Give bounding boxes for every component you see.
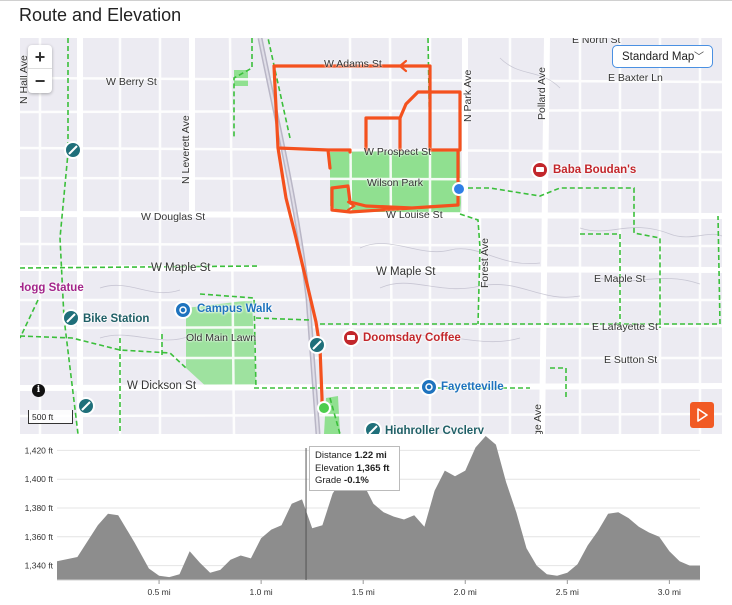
x-tick-label: 2.0 mi bbox=[454, 587, 477, 597]
route-map[interactable]: W Adams St W Berry St E Baxter Ln E Nort… bbox=[20, 38, 722, 434]
route-path bbox=[272, 64, 462, 415]
poi-hogg-statue[interactable]: Hogg Statue bbox=[20, 282, 84, 294]
rail-line bbox=[257, 38, 321, 434]
tooltip-elevation-row: Elevation 1,365 ft bbox=[315, 463, 399, 476]
x-tick-label: 1.5 mi bbox=[352, 587, 375, 597]
street-e-sutton: E Sutton St bbox=[604, 354, 658, 366]
tooltip-elevation-label: Elevation bbox=[315, 462, 355, 474]
wilson-park-area bbox=[330, 150, 461, 216]
map-canvas bbox=[20, 38, 722, 434]
top-divider bbox=[0, 0, 732, 1]
end-marker bbox=[452, 182, 466, 196]
minor-roads bbox=[20, 38, 722, 434]
tooltip-grade-value: -0.1% bbox=[344, 475, 369, 486]
y-tick-label: 1,360 ft bbox=[25, 532, 54, 542]
street-w-maple-center: W Maple St bbox=[376, 266, 436, 278]
street-w-prospect: W Prospect St bbox=[364, 146, 432, 158]
x-tick-label: 1.0 mi bbox=[250, 587, 273, 597]
poi-doomsday-coffee[interactable]: Doomsday Coffee bbox=[363, 332, 461, 344]
elevation-area bbox=[57, 436, 700, 580]
street-e-north: E North St bbox=[572, 38, 621, 46]
info-icon[interactable]: i bbox=[32, 384, 45, 397]
street-pollard: Pollard Ave bbox=[536, 67, 548, 120]
street-ge-ave: ge Ave bbox=[532, 404, 544, 434]
zoom-in-button[interactable]: + bbox=[28, 45, 52, 69]
page-title: Route and Elevation bbox=[19, 5, 182, 25]
old-main-lawn-area bbox=[186, 300, 256, 390]
trails bbox=[20, 38, 721, 434]
y-tick-label: 1,380 ft bbox=[25, 503, 54, 513]
chevron-down-icon: ﹀ bbox=[694, 52, 704, 63]
y-tick-label: 1,420 ft bbox=[25, 445, 54, 455]
play-icon bbox=[697, 408, 708, 422]
tooltip-distance-label: Distance bbox=[315, 450, 352, 461]
street-w-douglas: W Douglas St bbox=[141, 211, 206, 223]
tooltip-distance-value: 1.22 mi bbox=[354, 450, 387, 461]
poi-badges bbox=[62, 141, 549, 434]
route-arrows bbox=[346, 59, 408, 212]
zoom-control: + − bbox=[28, 45, 52, 93]
y-tick-label: 1,400 ft bbox=[25, 474, 54, 484]
elevation-tooltip: Distance 1.22 mi Elevation 1,365 ft Grad… bbox=[309, 446, 400, 491]
street-e-lafayette: E Lafayette St bbox=[592, 321, 658, 333]
x-tick-label: 2.5 mi bbox=[556, 587, 579, 597]
wilson-park-label: Wilson Park bbox=[367, 177, 424, 189]
street-n-leverett: N Leverett Ave bbox=[180, 115, 192, 184]
x-tick-label: 0.5 mi bbox=[147, 587, 170, 597]
street-n-park: N Park Ave bbox=[462, 69, 474, 122]
poi-bike-station[interactable]: Bike Station bbox=[83, 313, 150, 325]
small-park-area bbox=[234, 70, 248, 86]
poi-highroller-cyclery[interactable]: Highroller Cyclery bbox=[385, 425, 485, 434]
street-w-louise: W Louise St bbox=[386, 209, 443, 221]
poi-campus-walk[interactable]: Campus Walk bbox=[197, 303, 272, 315]
tooltip-distance-row: Distance 1.22 mi bbox=[315, 450, 399, 463]
play-button[interactable] bbox=[690, 402, 714, 428]
street-w-dickson: W Dickson St bbox=[127, 380, 197, 392]
main-roads bbox=[20, 38, 722, 434]
start-marker bbox=[317, 401, 331, 415]
scale-bar: 500 ft bbox=[28, 410, 73, 424]
street-w-berry: W Berry St bbox=[106, 76, 157, 88]
poi-baba-boudans[interactable]: Baba Boudan's bbox=[553, 164, 637, 176]
street-e-baxter: E Baxter Ln bbox=[608, 72, 663, 84]
street-e-maple: E Maple St bbox=[594, 273, 646, 285]
zoom-out-button[interactable]: − bbox=[34, 71, 46, 91]
tooltip-elevation-value: 1,365 ft bbox=[356, 462, 390, 474]
map-type-select[interactable]: Standard Map ﹀ bbox=[612, 45, 713, 68]
tooltip-grade-label: Grade bbox=[315, 475, 342, 486]
street-w-maple-left: W Maple St bbox=[151, 262, 211, 274]
tooltip-grade-row: Grade -0.1% bbox=[315, 475, 399, 488]
poi-fayetteville[interactable]: Fayetteville bbox=[441, 381, 504, 393]
x-tick-label: 3.0 mi bbox=[658, 587, 681, 597]
map-type-value: Standard Map bbox=[622, 51, 695, 63]
old-main-lawn-label: Old Main Lawn bbox=[186, 332, 257, 344]
street-w-adams: W Adams St bbox=[324, 58, 382, 70]
contour-lines bbox=[99, 57, 722, 343]
y-tick-label: 1,340 ft bbox=[25, 561, 54, 571]
street-forest: Forest Ave bbox=[479, 238, 491, 288]
